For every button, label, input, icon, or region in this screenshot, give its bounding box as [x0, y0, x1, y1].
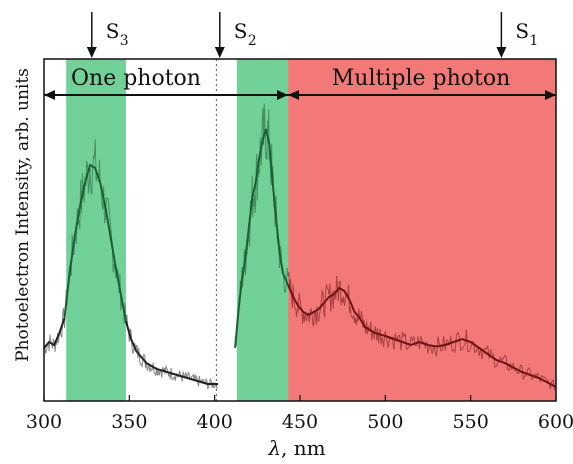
marker-label-1: S — [234, 19, 248, 43]
series-noise-1 — [64, 139, 127, 324]
series-trend-2 — [124, 320, 219, 385]
region-arrow-left-1 — [288, 90, 300, 100]
marker-arrowhead-1 — [214, 47, 225, 58]
marker-label-sub-2: 1 — [529, 33, 538, 49]
marker-label-sub-0: 3 — [120, 33, 129, 49]
series-trend-3 — [234, 128, 290, 349]
overlay-layer: One photon Multiple photon — [44, 66, 556, 100]
marker-label-0: S — [106, 19, 120, 43]
marker-arrowhead-0 — [86, 47, 97, 58]
y-axis-label: Photoelectron Intensity, arb. units — [13, 68, 33, 362]
series-layer — [43, 103, 557, 391]
x-axis-label-var: λ — [267, 436, 281, 460]
x-tick-label-3: 450 — [282, 411, 318, 433]
marker-label-2: S — [515, 19, 529, 43]
region-fill-1 — [288, 59, 556, 401]
region-label-0: One photon — [71, 66, 201, 91]
region-arrow-right-0 — [277, 90, 289, 100]
region-arrow-left-0 — [44, 90, 55, 100]
x-tick-label-0: 300 — [26, 411, 62, 433]
marker-label-sub-1: 2 — [248, 33, 257, 49]
x-tick-label-4: 500 — [367, 411, 403, 433]
x-tick-label-1: 350 — [111, 411, 147, 433]
x-tick-label-6: 600 — [538, 411, 573, 433]
series-trend-4 — [287, 284, 557, 388]
series-trend-1 — [63, 163, 127, 322]
region-arrow-right-1 — [545, 90, 556, 100]
x-tick-label-2: 400 — [197, 411, 233, 433]
series-noise-0 — [43, 307, 66, 354]
x-axis-label-unit: , nm — [281, 436, 326, 460]
region-label-1: Multiple photon — [332, 66, 511, 91]
series-noise-2 — [125, 314, 218, 390]
series-trend-0 — [43, 317, 66, 349]
x-tick-label-5: 550 — [453, 411, 489, 433]
background-layer — [66, 59, 556, 401]
marker-arrowhead-2 — [496, 47, 507, 58]
